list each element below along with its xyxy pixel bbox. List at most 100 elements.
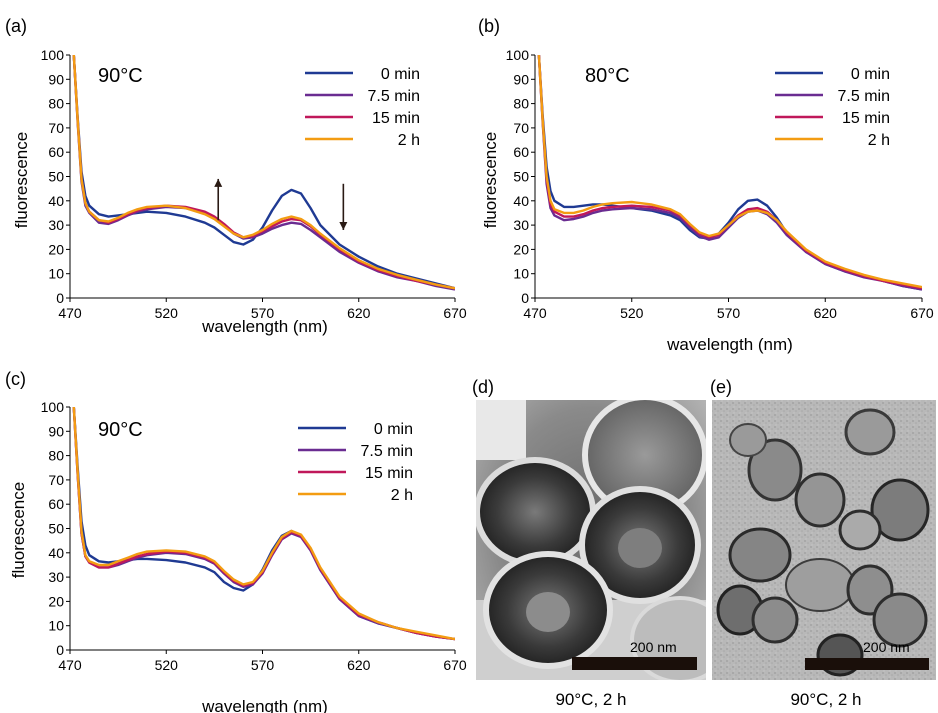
temperature-label: 80°C bbox=[585, 65, 630, 87]
legend-label: 2 h bbox=[398, 132, 420, 149]
y-tick-label: 90 bbox=[513, 71, 529, 87]
y-axis-label: fluorescence bbox=[9, 482, 28, 578]
x-tick-label: 470 bbox=[58, 657, 82, 673]
micrograph-panel-d: (d) 200 nm 90°C, 2 h bbox=[472, 377, 706, 709]
y-tick-label: 10 bbox=[48, 618, 64, 634]
y-tick-label: 0 bbox=[56, 642, 64, 658]
legend-label: 0 min bbox=[381, 66, 420, 83]
micrograph-panel-e: (e) 200 nm 90°C, 2 h bbox=[710, 377, 936, 709]
y-axis-label: fluorescence bbox=[481, 132, 500, 228]
y-tick-label: 60 bbox=[513, 144, 529, 160]
x-axis-label: wavelength (nm) bbox=[201, 317, 328, 336]
y-tick-label: 20 bbox=[48, 241, 64, 257]
x-tick-label: 620 bbox=[814, 305, 838, 321]
x-tick-label: 670 bbox=[443, 657, 467, 673]
y-tick-label: 10 bbox=[48, 266, 64, 282]
temperature-label: 90°C bbox=[98, 419, 143, 441]
y-tick-label: 100 bbox=[41, 399, 65, 415]
panel-letter-d: (d) bbox=[472, 377, 494, 397]
x-tick-label: 470 bbox=[523, 305, 547, 321]
x-tick-label: 520 bbox=[155, 305, 179, 321]
x-tick-label: 470 bbox=[58, 305, 82, 321]
x-tick-label: 570 bbox=[251, 657, 275, 673]
x-tick-label: 570 bbox=[251, 305, 275, 321]
legend-label: 0 min bbox=[851, 66, 890, 83]
micrograph-e-image: 200 nm bbox=[712, 400, 936, 680]
series-line bbox=[72, 407, 455, 641]
legend-label: 15 min bbox=[842, 110, 890, 127]
legend-label: 2 h bbox=[868, 132, 890, 149]
series-group bbox=[72, 55, 455, 291]
chart-panel-c: (c) 0 10 20 30 40 50 60 70 80 90 100 470 520 570 620 670… bbox=[5, 369, 467, 713]
y-tick-label: 40 bbox=[48, 545, 64, 561]
y-tick-label: 50 bbox=[48, 169, 64, 185]
y-tick-label: 10 bbox=[513, 266, 529, 282]
legend-label: 7.5 min bbox=[361, 443, 413, 460]
y-tick-label: 30 bbox=[48, 569, 64, 585]
x-tick-label: 520 bbox=[620, 305, 644, 321]
y-tick-label: 100 bbox=[41, 47, 65, 63]
y-tick-label: 40 bbox=[513, 193, 529, 209]
series-group bbox=[72, 407, 455, 641]
y-axis-label: fluorescence bbox=[12, 132, 31, 228]
series-line bbox=[72, 55, 455, 290]
y-tick-label: 80 bbox=[48, 96, 64, 112]
y-tick-label: 90 bbox=[48, 423, 64, 439]
arrow-down-icon bbox=[339, 221, 348, 230]
y-tick-label: 50 bbox=[513, 169, 529, 185]
series-line bbox=[72, 407, 455, 641]
series-group bbox=[537, 55, 922, 291]
micrograph-d-image: 200 nm bbox=[476, 400, 706, 680]
x-tick-label: 570 bbox=[717, 305, 741, 321]
y-tick-label: 80 bbox=[48, 448, 64, 464]
y-tick-label: 20 bbox=[513, 241, 529, 257]
chart-panel-a: (a) 0 10 20 30 40 50 60 70 80 90 100 470 520 570 620 670… bbox=[5, 16, 467, 336]
series-line bbox=[72, 407, 455, 641]
caption-e: 90°C, 2 h bbox=[790, 690, 861, 709]
x-tick-label: 520 bbox=[155, 657, 179, 673]
y-tick-label: 30 bbox=[513, 217, 529, 233]
legend-label: 15 min bbox=[365, 465, 413, 482]
y-tick-label: 80 bbox=[513, 96, 529, 112]
scale-bar-e bbox=[805, 658, 929, 670]
y-tick-label: 30 bbox=[48, 217, 64, 233]
x-tick-label: 670 bbox=[910, 305, 934, 321]
arrow-up-icon bbox=[214, 178, 223, 187]
y-tick-label: 0 bbox=[56, 290, 64, 306]
legend-label: 7.5 min bbox=[838, 88, 890, 105]
y-tick-label: 70 bbox=[48, 120, 64, 136]
y-tick-label: 90 bbox=[48, 71, 64, 87]
panel-letter: (c) bbox=[5, 369, 26, 389]
series-line bbox=[72, 55, 455, 290]
y-tick-label: 60 bbox=[48, 144, 64, 160]
x-axis-label: wavelength (nm) bbox=[201, 697, 328, 713]
panel-letter: (b) bbox=[478, 16, 500, 36]
y-tick-label: 40 bbox=[48, 193, 64, 209]
scale-label-e: 200 nm bbox=[863, 639, 910, 655]
y-tick-label: 20 bbox=[48, 593, 64, 609]
y-tick-label: 70 bbox=[513, 120, 529, 136]
chart-panel-b: (b) 0 10 20 30 40 50 60 70 80 90 100 470 520 570 620 670… bbox=[478, 16, 934, 354]
series-line bbox=[537, 55, 922, 289]
caption-d: 90°C, 2 h bbox=[555, 690, 626, 709]
x-tick-label: 670 bbox=[443, 305, 467, 321]
legend-label: 0 min bbox=[374, 421, 413, 438]
y-tick-label: 0 bbox=[521, 290, 529, 306]
panel-letter-e: (e) bbox=[710, 377, 732, 397]
y-tick-label: 70 bbox=[48, 472, 64, 488]
temperature-label: 90°C bbox=[98, 65, 143, 87]
series-line bbox=[72, 407, 455, 641]
panel-letter: (a) bbox=[5, 16, 27, 36]
x-axis-label: wavelength (nm) bbox=[666, 335, 793, 354]
y-tick-label: 50 bbox=[48, 521, 64, 537]
y-tick-label: 100 bbox=[506, 47, 530, 63]
legend-label: 2 h bbox=[391, 487, 413, 504]
x-tick-label: 620 bbox=[347, 305, 371, 321]
legend-label: 7.5 min bbox=[368, 88, 420, 105]
x-tick-label: 620 bbox=[347, 657, 371, 673]
scale-bar-d bbox=[572, 657, 697, 670]
legend-label: 15 min bbox=[372, 110, 420, 127]
y-tick-label: 60 bbox=[48, 496, 64, 512]
scale-label-d: 200 nm bbox=[630, 639, 677, 655]
